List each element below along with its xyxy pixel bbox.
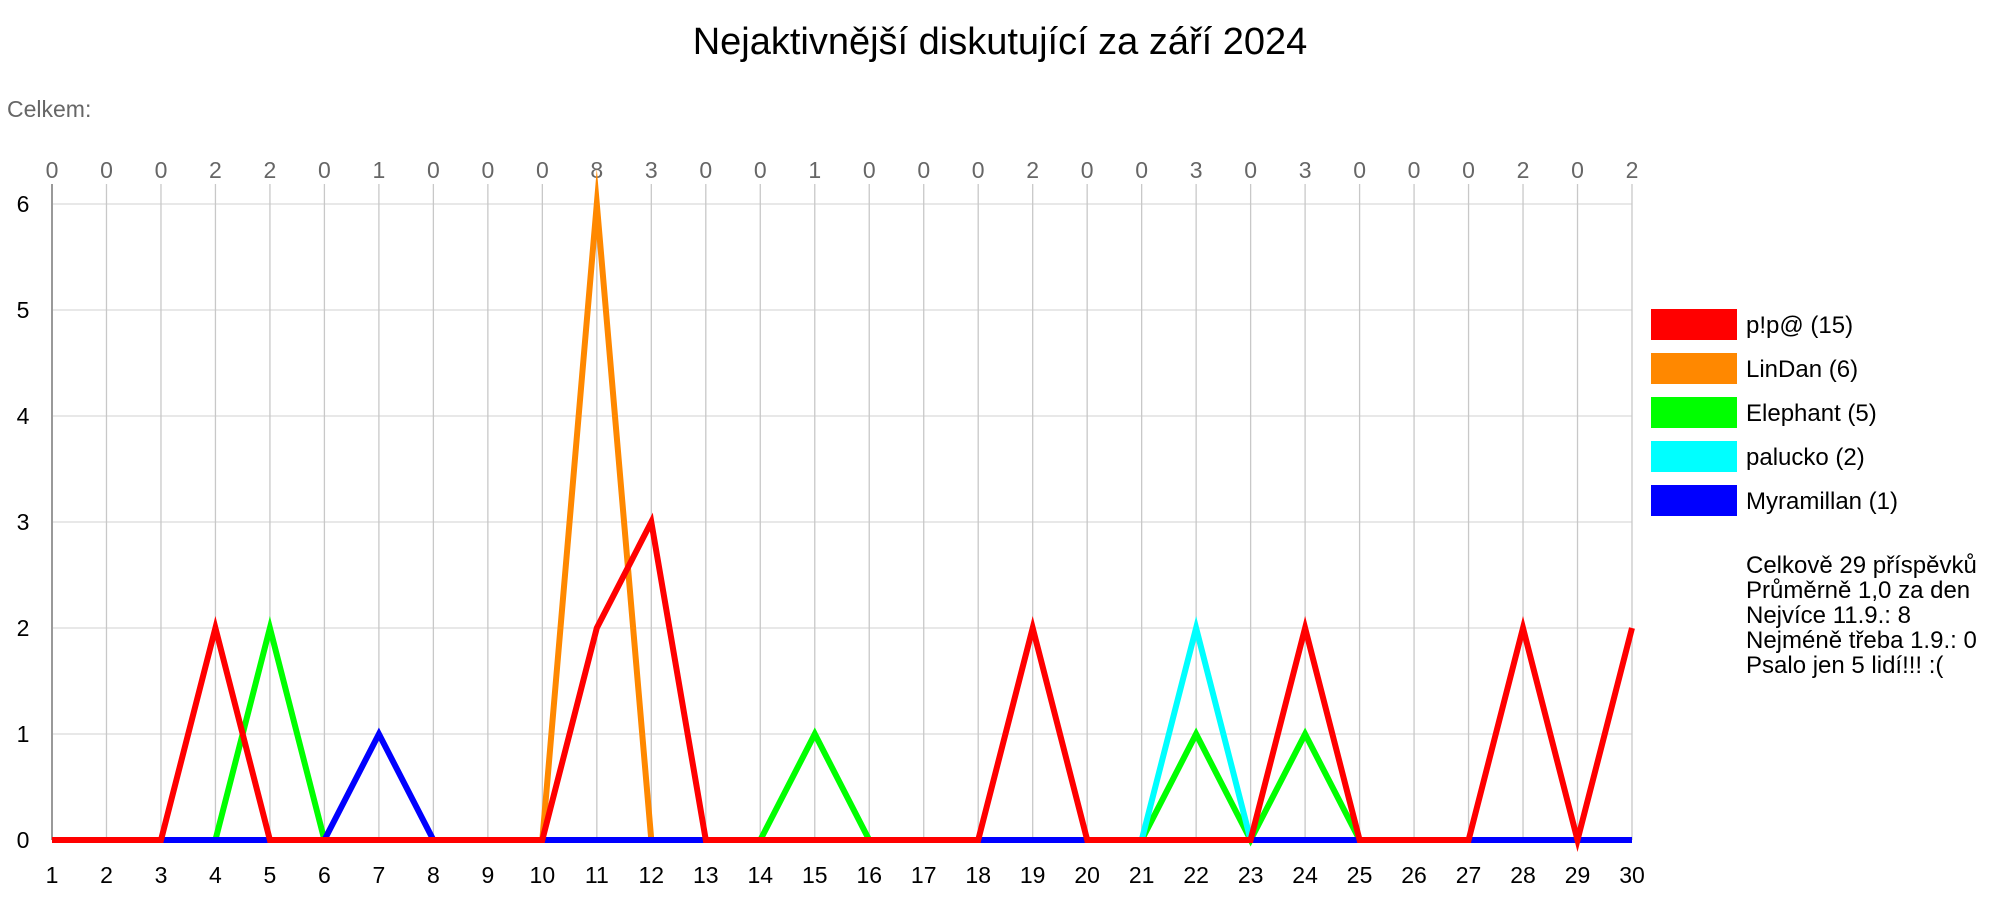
x-tick-label: 15 (802, 862, 828, 888)
grid (51, 184, 1633, 841)
daily-total-label: 2 (1517, 157, 1530, 183)
daily-total-label: 2 (264, 157, 277, 183)
x-tick-label: 11 (585, 862, 609, 888)
daily-total-label: 0 (1081, 157, 1094, 183)
x-tick-label: 10 (530, 862, 556, 888)
x-tick-label: 16 (856, 862, 882, 888)
x-tick-label: 9 (481, 862, 494, 888)
x-tick-label: 5 (264, 862, 277, 888)
daily-total-label: 0 (754, 157, 767, 183)
x-tick-label: 1 (46, 862, 59, 888)
daily-total-label: 2 (209, 157, 222, 183)
legend-swatch (1651, 397, 1737, 428)
daily-total-label: 0 (536, 157, 549, 183)
daily-total-label: 0 (699, 157, 712, 183)
y-tick-label: 3 (17, 509, 30, 535)
legend-label: LinDan (6) (1746, 356, 1858, 383)
daily-total-label: 0 (318, 157, 331, 183)
legend-swatch (1651, 441, 1737, 472)
x-tick-label: 7 (372, 862, 385, 888)
stat-line: Nejméně třeba 1.9.: 0 (1746, 627, 1977, 654)
x-tick-label: 19 (1020, 862, 1046, 888)
x-tick-label: 8 (427, 862, 440, 888)
x-tick-label: 22 (1183, 862, 1209, 888)
y-tick-label: 0 (17, 827, 30, 853)
x-tick-label: 26 (1401, 862, 1427, 888)
daily-total-label: 0 (155, 157, 168, 183)
series-line (52, 512, 1635, 853)
x-tick-label: 27 (1456, 862, 1482, 888)
y-tick-label: 2 (17, 615, 30, 641)
legend: p!p@ (15) LinDan (6) Elephant (5) palucko (… (1651, 309, 1898, 516)
y-axis: 0 1 2 3 4 5 6 (17, 191, 30, 853)
stat-line: Průměrně 1,0 za den (1746, 577, 1970, 604)
x-tick-label: 12 (639, 862, 665, 888)
legend-label: palucko (2) (1746, 444, 1865, 471)
legend-label: p!p@ (15) (1746, 312, 1853, 339)
x-tick-label: 17 (911, 862, 937, 888)
stat-line: Celkově 29 příspěvků (1746, 552, 1977, 579)
daily-total-label: 0 (46, 157, 59, 183)
x-tick-label: 29 (1565, 862, 1591, 888)
legend-label: Myramillan (1) (1746, 488, 1898, 515)
daily-total-label: 3 (1190, 157, 1203, 183)
daily-total-label: 0 (1135, 157, 1148, 183)
daily-total-label: 3 (645, 157, 658, 183)
daily-total-label: 0 (481, 157, 494, 183)
x-tick-label: 24 (1292, 862, 1318, 888)
daily-total-label: 0 (1408, 157, 1421, 183)
daily-total-label: 2 (1626, 157, 1639, 183)
x-tick-label: 25 (1347, 862, 1373, 888)
y-tick-label: 5 (17, 297, 30, 323)
x-tick-label: 28 (1510, 862, 1536, 888)
y-tick-label: 6 (17, 191, 30, 217)
legend-swatch (1651, 485, 1737, 516)
daily-total-label: 0 (1244, 157, 1257, 183)
daily-total-label: 0 (1462, 157, 1475, 183)
legend-swatch (1651, 309, 1737, 340)
legend-swatch (1651, 353, 1737, 384)
x-tick-label: 21 (1129, 862, 1155, 888)
x-tick-label: 18 (965, 862, 991, 888)
x-tick-label: 23 (1238, 862, 1264, 888)
x-tick-label: 6 (318, 862, 331, 888)
daily-total-label: 0 (1353, 157, 1366, 183)
y-tick-label: 1 (17, 721, 30, 747)
x-tick-label: 20 (1074, 862, 1100, 888)
x-tick-label: 3 (155, 862, 168, 888)
daily-total-label: 0 (100, 157, 113, 183)
daily-total-label: 2 (1026, 157, 1039, 183)
y-tick-label: 4 (17, 403, 30, 429)
daily-total-label: 0 (427, 157, 440, 183)
x-tick-label: 4 (209, 862, 222, 888)
chart-title: Nejaktivnější diskutující za září 2024 (693, 21, 1308, 63)
daily-total-label: 3 (1299, 157, 1312, 183)
stat-line: Psalo jen 5 lidí!!! :( (1746, 652, 1943, 679)
legend-label: Elephant (5) (1746, 400, 1877, 427)
x-tick-label: 14 (747, 862, 773, 888)
daily-total-label: 1 (372, 157, 385, 183)
total-label: Celkem: (7, 96, 91, 122)
daily-total-label: 0 (972, 157, 985, 183)
stat-line: Nejvíce 11.9.: 8 (1746, 602, 1911, 629)
daily-total-label: 0 (917, 157, 930, 183)
x-tick-label: 2 (100, 862, 113, 888)
daily-total-label: 0 (1571, 157, 1584, 183)
x-tick-label: 13 (693, 862, 719, 888)
x-axis: 1 2 3 4 5 6 7 8 9 10 11 12 13 14 15 16 17 18 19 20 21 22 23 24 2… (46, 862, 1645, 888)
x-tick-label: 30 (1619, 862, 1645, 888)
series-lines (52, 168, 1635, 853)
daily-total-label: 1 (808, 157, 821, 183)
daily-total-label: 0 (863, 157, 876, 183)
